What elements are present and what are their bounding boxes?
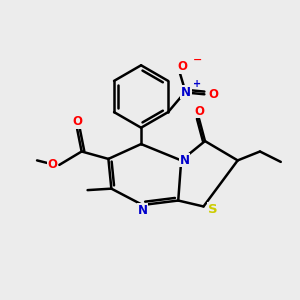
- Text: O: O: [48, 158, 58, 171]
- Text: O: O: [208, 88, 218, 101]
- Text: −: −: [193, 55, 202, 65]
- Text: O: O: [177, 60, 188, 74]
- Text: N: N: [138, 204, 148, 217]
- Text: +: +: [193, 79, 201, 89]
- Text: N: N: [180, 154, 190, 167]
- Text: S: S: [208, 203, 217, 216]
- Text: O: O: [72, 115, 82, 128]
- Text: N: N: [181, 86, 191, 99]
- Text: O: O: [194, 105, 204, 118]
